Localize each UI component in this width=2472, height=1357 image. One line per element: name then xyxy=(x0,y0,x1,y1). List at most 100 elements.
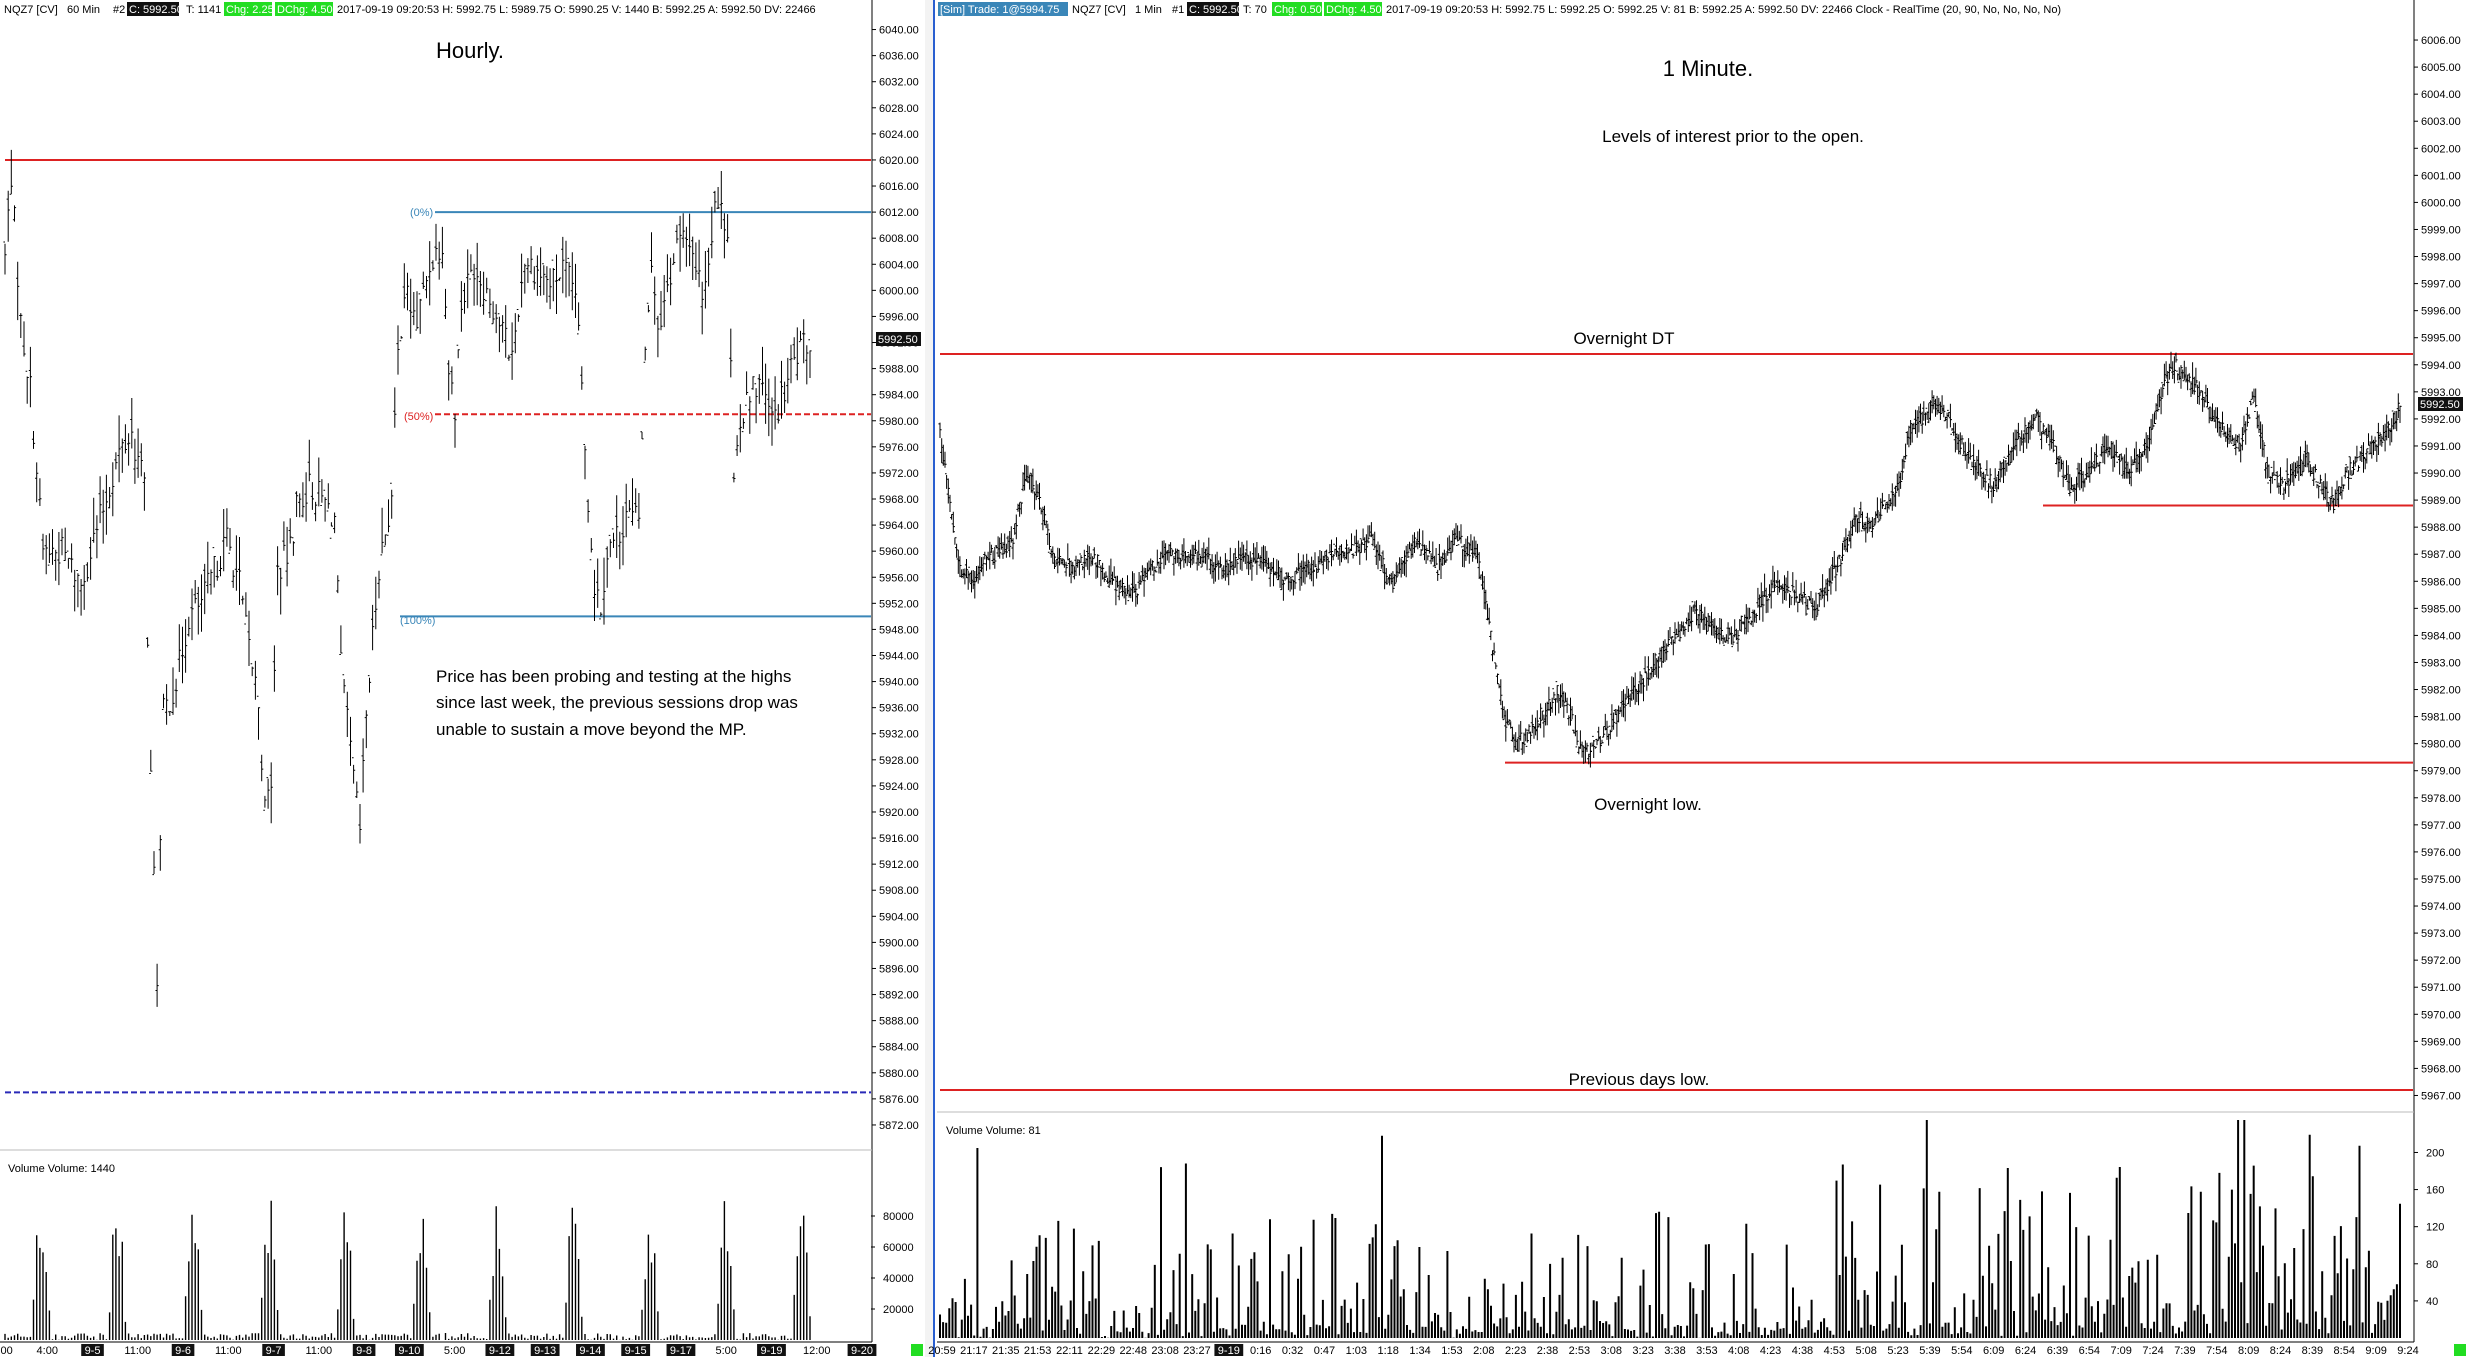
price-tick-label: 5990.00 xyxy=(2421,468,2461,480)
minute-ohlc-bars xyxy=(938,351,2402,768)
time-tick-label: 4:53 xyxy=(1824,1345,1845,1357)
time-tick-label: 3:38 xyxy=(1664,1345,1685,1357)
time-tick: 4:38 xyxy=(1792,1345,1813,1357)
time-tick: 0:32 xyxy=(1282,1345,1303,1357)
time-tick-label: 12:00 xyxy=(803,1345,831,1357)
hourly-last-price-badge: 5992.50 xyxy=(878,334,918,346)
hourly-chart-pane[interactable]: NQZ7 [CV] 60 Min #2 C: 5992.50 T: 1141 C… xyxy=(0,0,935,1357)
close-badge: C: 5992.50 xyxy=(129,4,183,16)
price-tick-label: 5987.00 xyxy=(2421,549,2461,561)
volume-tick-label: 40000 xyxy=(883,1273,914,1285)
price-tick-label: 5970.00 xyxy=(2421,1009,2461,1021)
volume-tick-label: 60000 xyxy=(883,1242,914,1254)
price-tick-label: 5968.00 xyxy=(2421,1063,2461,1075)
price-tick-label: 5900.00 xyxy=(879,937,919,949)
minute-chart-subtitle: Levels of interest prior to the open. xyxy=(1602,127,1864,146)
time-tick: 9:09 xyxy=(2365,1345,2386,1357)
ticks-label: T: 70 xyxy=(1243,4,1267,16)
price-tick-label: 6040.00 xyxy=(879,25,919,37)
time-tick: 9-19 xyxy=(1214,1344,1244,1357)
price-tick-label: 5975.00 xyxy=(2421,874,2461,886)
time-tick: 2:08 xyxy=(1473,1345,1494,1357)
time-tick-label: 7:24 xyxy=(2142,1345,2163,1357)
hourly-ohlc-bars xyxy=(3,149,812,1007)
price-tick-label: 5912.00 xyxy=(879,859,919,871)
price-tick-label: 5936.00 xyxy=(879,703,919,715)
price-tick-label: 5920.00 xyxy=(879,807,919,819)
time-tick-label: 9-6 xyxy=(175,1345,191,1357)
volume-tick-label: 160 xyxy=(2426,1185,2444,1197)
time-tick-label: 9-19 xyxy=(1218,1345,1240,1357)
time-tick-label: 7:39 xyxy=(2174,1345,2195,1357)
fib-label-50: (50%) xyxy=(404,411,433,423)
time-tick-label: 1:18 xyxy=(1377,1345,1398,1357)
time-tick: 11:00 xyxy=(124,1345,151,1357)
time-tick: 0:47 xyxy=(1314,1345,1335,1357)
interval-label: 1 Min xyxy=(1135,4,1162,16)
price-tick-label: 5940.00 xyxy=(879,677,919,689)
change-badge: Chg: 0.50 xyxy=(1274,4,1322,16)
time-tick-label: 8:09 xyxy=(2238,1345,2259,1357)
time-tick-label: 4:23 xyxy=(1760,1345,1781,1357)
time-tick: 23:08 xyxy=(1151,1345,1179,1357)
time-tick: 3:53 xyxy=(1696,1345,1717,1357)
time-tick-label: 11:00 xyxy=(124,1345,151,1357)
time-tick-label: 1:53 xyxy=(1441,1345,1462,1357)
time-tick: 7:54 xyxy=(2206,1345,2227,1357)
time-tick-label: 9-12 xyxy=(489,1345,511,1357)
price-tick-label: 5984.00 xyxy=(879,390,919,402)
price-tick-label: 5980.00 xyxy=(2421,739,2461,751)
price-tick-label: 5896.00 xyxy=(879,963,919,975)
time-tick: 8:24 xyxy=(2270,1345,2291,1357)
minute-price-bars xyxy=(938,351,2402,768)
time-tick-label: 9-20 xyxy=(851,1345,873,1357)
left-pane-status-icon[interactable] xyxy=(911,1344,923,1356)
minute-chart-pane[interactable]: [Sim] Trade: 1@5994.75 NQZ7 [CV] 1 Min #… xyxy=(928,0,2463,1357)
minute-time-axis[interactable]: 20:59 21:17 21:35 21:53 22:11 22:29 22:48 23:08… xyxy=(928,1344,2419,1357)
time-tick-label: 9-14 xyxy=(579,1345,601,1357)
time-tick-label: 8:54 xyxy=(2334,1345,2355,1357)
minute-price-axis[interactable]: 6006.00 6005.00 6004.00 6003.00 6002.00 6001.… xyxy=(2414,35,2461,1102)
volume-tick-label: 80000 xyxy=(883,1211,914,1223)
time-tick-label: 2:23 xyxy=(1505,1345,1526,1357)
minute-levels xyxy=(940,352,2413,1092)
hourly-time-axis[interactable]: 0:00 4:00 9-5 11:00 9-6 11:00 9-7 11:00 9-8 9-10 5… xyxy=(0,1344,877,1357)
price-tick-label: 5989.00 xyxy=(2421,495,2461,507)
time-tick-label: 6:39 xyxy=(2047,1345,2068,1357)
time-tick: 23:27 xyxy=(1183,1345,1211,1357)
time-tick: 9-7 xyxy=(262,1344,285,1357)
price-tick-label: 5982.00 xyxy=(2421,685,2461,697)
price-tick-label: 5991.00 xyxy=(2421,441,2461,453)
time-tick-label: 7:09 xyxy=(2110,1345,2131,1357)
time-tick-label: 9-8 xyxy=(356,1345,372,1357)
time-tick-label: 3:08 xyxy=(1601,1345,1622,1357)
time-tick: 8:39 xyxy=(2302,1345,2323,1357)
price-tick-label: 5971.00 xyxy=(2421,982,2461,994)
chart-id-label: #1 xyxy=(1172,4,1184,16)
time-tick-label: 5:39 xyxy=(1919,1345,1940,1357)
time-tick-label: 4:08 xyxy=(1728,1345,1749,1357)
day-change-badge: DChg: 4.50 xyxy=(1326,4,1382,16)
time-tick-label: 1:34 xyxy=(1409,1345,1430,1357)
right-pane-status-icon[interactable] xyxy=(2454,1344,2466,1356)
time-tick: 5:00 xyxy=(444,1345,465,1357)
time-tick: 0:00 xyxy=(0,1345,13,1357)
time-tick: 1:53 xyxy=(1441,1345,1462,1357)
time-tick: 2:23 xyxy=(1505,1345,1526,1357)
time-tick-label: 0:16 xyxy=(1250,1345,1271,1357)
price-tick-label: 5988.00 xyxy=(2421,522,2461,534)
price-tick-label: 5872.00 xyxy=(879,1120,919,1132)
time-tick: 9:24 xyxy=(2397,1345,2418,1357)
hourly-price-axis[interactable]: 6040.00 6036.00 6032.00 6028.00 6024.00 6020.… xyxy=(872,25,919,1132)
time-tick: 7:39 xyxy=(2174,1345,2195,1357)
time-tick: 5:23 xyxy=(1887,1345,1908,1357)
price-tick-label: 5976.00 xyxy=(2421,847,2461,859)
time-tick-label: 9-5 xyxy=(85,1345,101,1357)
minute-chart-title: 1 Minute. xyxy=(1663,56,1754,81)
volume-tick-label: 120 xyxy=(2426,1222,2444,1234)
price-tick-label: 5998.00 xyxy=(2421,252,2461,264)
price-tick-label: 5892.00 xyxy=(879,990,919,1002)
price-tick-label: 6008.00 xyxy=(879,233,919,245)
price-tick-label: 5979.00 xyxy=(2421,766,2461,778)
time-tick-label: 21:53 xyxy=(1024,1345,1052,1357)
